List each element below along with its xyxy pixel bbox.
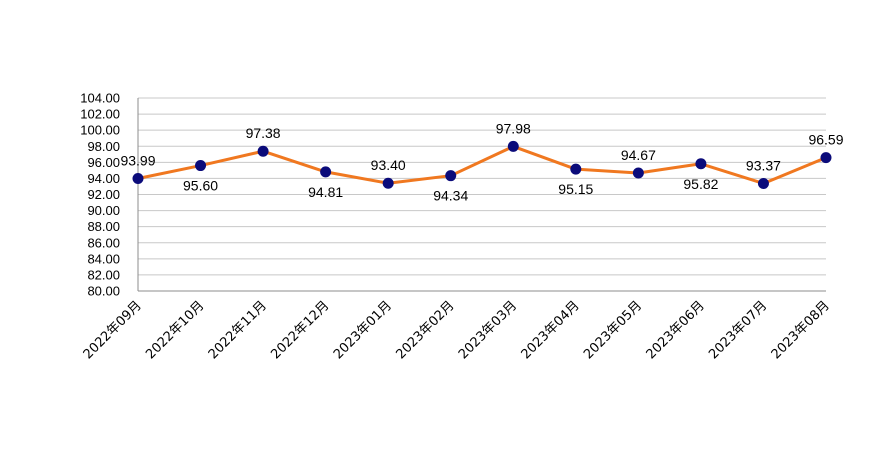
- data-point: [257, 145, 269, 157]
- x-axis-tick-labels: 2022年09月2022年10月2022年11月2022年12月2023年01月…: [81, 298, 833, 362]
- x-tick-label: 2022年12月: [268, 298, 332, 362]
- data-label: 96.59: [808, 132, 843, 148]
- y-tick-label: 84.00: [87, 251, 120, 266]
- x-tick-label: 2022年09月: [81, 298, 145, 362]
- y-tick-label: 102.00: [80, 107, 120, 122]
- data-label: 94.67: [621, 147, 656, 163]
- data-label: 97.38: [246, 125, 281, 141]
- data-label: 93.37: [746, 157, 781, 173]
- x-tick-label: 2023年02月: [393, 298, 457, 362]
- y-tick-label: 94.00: [87, 171, 120, 186]
- y-tick-label: 80.00: [87, 284, 120, 299]
- y-tick-label: 88.00: [87, 219, 120, 234]
- y-tick-label: 92.00: [87, 187, 120, 202]
- y-tick-label: 100.00: [80, 123, 120, 138]
- y-tick-label: 98.00: [87, 139, 120, 154]
- series-line-path: [137, 144, 827, 185]
- data-label: 93.99: [120, 152, 155, 168]
- data-label: 94.34: [433, 188, 468, 204]
- x-tick-label: 2023年03月: [456, 298, 520, 362]
- x-tick-label: 2022年10月: [143, 298, 207, 362]
- x-tick-label: 2023年08月: [769, 298, 833, 362]
- data-point: [195, 160, 207, 172]
- y-tick-label: 96.00: [87, 155, 120, 170]
- x-tick-label: 2023年07月: [706, 298, 770, 362]
- y-tick-label: 86.00: [87, 235, 120, 250]
- axes: [137, 98, 826, 292]
- data-point: [570, 163, 582, 175]
- data-point: [695, 158, 707, 170]
- gridlines: [138, 97, 826, 276]
- series-line: [137, 144, 827, 185]
- x-tick-label: 2023年06月: [644, 298, 708, 362]
- data-point: [632, 167, 644, 179]
- data-label: 95.82: [683, 176, 718, 192]
- data-labels: 93.99 95.60 97.38 94.81 93.40 94.34 97.98 95.15…: [120, 120, 843, 203]
- data-label: 93.40: [371, 157, 406, 173]
- data-label: 95.60: [183, 178, 218, 194]
- y-axis-tick-labels: 80.00 82.0084.0086.0088.0090.0092.0094.00…: [80, 91, 120, 299]
- x-tick-label: 2022年11月: [206, 298, 270, 362]
- data-label: 94.81: [308, 184, 343, 200]
- x-tick-label: 2023年05月: [581, 298, 645, 362]
- data-point: [445, 170, 457, 182]
- y-tick-label: 82.00: [87, 267, 120, 282]
- data-point: [132, 172, 144, 184]
- data-label: 95.15: [558, 181, 593, 197]
- y-tick-label: 104.00: [80, 91, 120, 106]
- y-tick-label: 90.00: [87, 203, 120, 218]
- series-markers: [132, 140, 832, 189]
- data-point: [320, 166, 332, 178]
- data-point: [507, 140, 519, 152]
- data-label: 97.98: [496, 120, 531, 136]
- x-tick-label: 2023年04月: [519, 298, 583, 362]
- x-tick-label: 2023年01月: [331, 298, 395, 362]
- data-point: [820, 152, 832, 164]
- data-point: [382, 177, 394, 189]
- data-point: [757, 177, 769, 189]
